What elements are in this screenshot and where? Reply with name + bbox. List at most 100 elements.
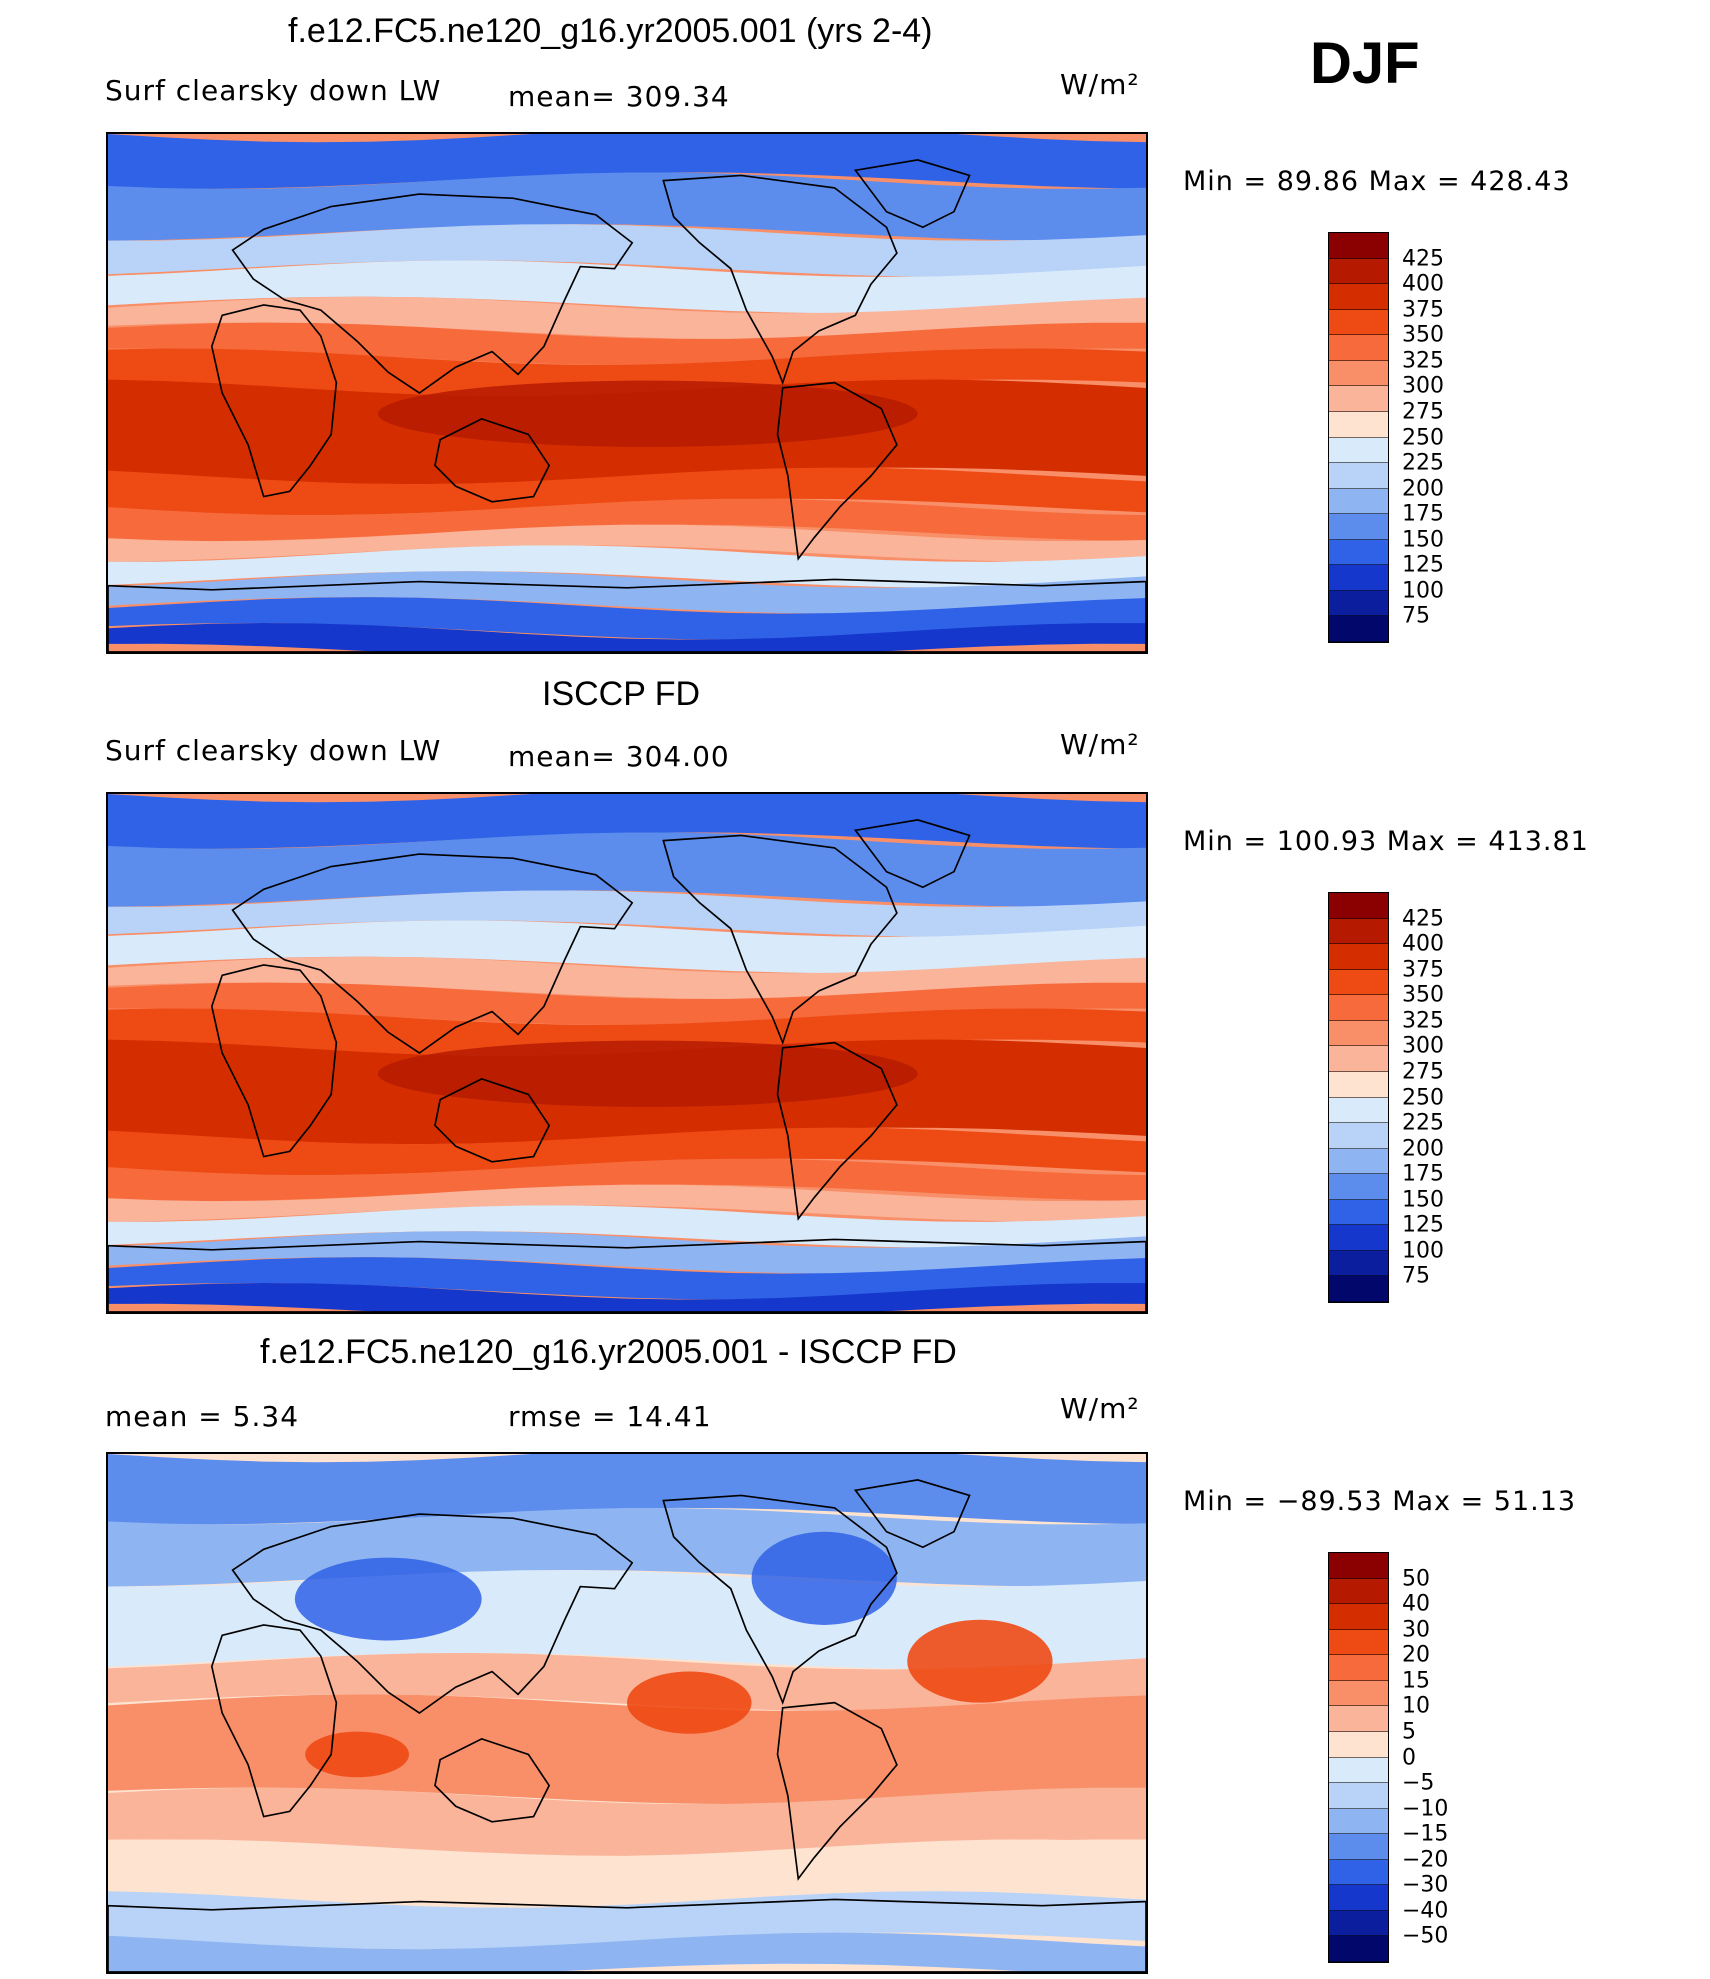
panel-2-colorbar <box>1328 892 1389 1303</box>
colorbar-box <box>1329 1680 1388 1707</box>
map-contour-band <box>108 1257 1146 1300</box>
panel-3-map-field <box>108 1454 1146 1972</box>
colorbar-box <box>1329 386 1388 412</box>
colorbar-tick-label: 10 <box>1402 1693 1430 1719</box>
colorbar-tick-label: 400 <box>1402 271 1444 297</box>
colorbar-tick-label: 100 <box>1402 1238 1444 1264</box>
map-contour-band <box>108 545 1146 588</box>
colorbar-box <box>1329 1020 1388 1047</box>
map-contour-band <box>108 524 1146 562</box>
map-contour-band <box>108 1158 1146 1202</box>
map-coastline <box>434 1738 551 1823</box>
colorbar-box <box>1329 233 1388 259</box>
colorbar-tick-label: 350 <box>1402 982 1444 1008</box>
map-coastline <box>434 1078 551 1163</box>
map-contour-blob <box>294 1557 482 1641</box>
map-contour-blob <box>627 1671 752 1734</box>
panel-3-title: f.e12.FC5.ne120_g16.yr2005.001 - ISCCP F… <box>260 1333 957 1371</box>
colorbar-tick-label: 375 <box>1402 297 1444 323</box>
colorbar-tick-label: 175 <box>1402 1161 1444 1187</box>
colorbar-box <box>1329 360 1388 387</box>
panel-2-variable: Surf clearsky down LW <box>105 734 442 767</box>
map-contour-band <box>108 1454 1146 1525</box>
colorbar-box <box>1329 1225 1388 1251</box>
map-contour-blob <box>907 1619 1053 1703</box>
map-coastline <box>231 853 634 1055</box>
colorbar-box <box>1329 1553 1388 1579</box>
colorbar-tick-label: 50 <box>1402 1566 1430 1592</box>
colorbar-box <box>1329 309 1388 336</box>
colorbar-box <box>1329 918 1388 945</box>
map-coastline <box>231 193 634 395</box>
colorbar-box <box>1329 411 1388 438</box>
colorbar-box <box>1329 437 1388 464</box>
map-contour-band <box>108 1891 1146 1950</box>
colorbar-tick-label: 250 <box>1402 425 1444 450</box>
map-coastline <box>108 1238 1146 1312</box>
map-contour-band <box>108 956 1146 1000</box>
colorbar-box <box>1329 1936 1388 1962</box>
map-contour-band <box>108 1184 1146 1222</box>
colorbar-box <box>1329 1174 1388 1200</box>
panel-1-range: Min = 89.86 Max = 428.43 <box>1183 166 1571 197</box>
colorbar-tick-label: 125 <box>1402 1212 1444 1238</box>
map-contour-band <box>108 794 1146 849</box>
map-coastline <box>210 964 338 1158</box>
colorbar-box <box>1329 1046 1388 1072</box>
colorbar-box <box>1329 1808 1388 1835</box>
panel-3-colorbar <box>1328 1552 1389 1963</box>
colorbar-box <box>1329 1655 1388 1681</box>
colorbar-box <box>1329 1276 1388 1302</box>
colorbar-tick-label: 400 <box>1402 931 1444 957</box>
colorbar-box <box>1329 1706 1388 1732</box>
map-coastline <box>662 174 898 386</box>
colorbar-box <box>1329 1604 1388 1630</box>
panel-3-map <box>106 1452 1148 1974</box>
colorbar-tick-label: 150 <box>1402 527 1444 553</box>
panel-3-rmse: rmse = 14.41 <box>508 1400 712 1433</box>
map-contour-core <box>377 380 918 447</box>
map-coastline <box>776 1701 898 1881</box>
map-coastline <box>108 1898 1146 1972</box>
colorbar-box <box>1329 1578 1388 1605</box>
colorbar-tick-label: 250 <box>1402 1085 1444 1110</box>
colorbar-box <box>1329 488 1388 515</box>
colorbar-box <box>1329 1910 1388 1937</box>
colorbar-tick-label: 275 <box>1402 1059 1444 1085</box>
map-coastline <box>662 1494 898 1706</box>
map-contour-band <box>108 1652 1146 1711</box>
panel-1-mean: mean= 309.34 <box>508 80 730 113</box>
map-contour-blob <box>751 1531 897 1625</box>
colorbar-tick-label: 275 <box>1402 399 1444 425</box>
colorbar-box <box>1329 590 1388 617</box>
panel-2-range: Min = 100.93 Max = 413.81 <box>1183 826 1589 857</box>
colorbar-tick-label: 75 <box>1402 1263 1430 1289</box>
map-coastline <box>108 578 1146 652</box>
colorbar-tick-label: 100 <box>1402 578 1444 604</box>
colorbar-box <box>1329 1731 1388 1758</box>
panel-1-variable: Surf clearsky down LW <box>105 74 442 107</box>
map-contour-band <box>108 348 1146 397</box>
panel-1-colorbar <box>1328 232 1389 643</box>
map-contour-band <box>108 1205 1146 1248</box>
map-contour-band <box>108 1932 1146 1972</box>
colorbar-box <box>1329 1757 1388 1784</box>
map-coastline <box>210 1624 338 1818</box>
colorbar-box <box>1329 258 1388 285</box>
map-contour-band <box>108 1787 1146 1856</box>
map-contour-band <box>108 172 1146 241</box>
map-contour-band <box>108 1231 1146 1274</box>
panel-2-mean: mean= 304.00 <box>508 740 730 773</box>
map-contour-band <box>108 467 1146 516</box>
colorbar-box <box>1329 1859 1388 1886</box>
map-coastline <box>434 418 551 503</box>
colorbar-box <box>1329 284 1388 310</box>
map-contour-band <box>108 134 1146 189</box>
panel-3-units: W/m² <box>1060 1392 1140 1425</box>
map-contour-band <box>108 1839 1146 1908</box>
colorbar-box <box>1329 1250 1388 1277</box>
panel-1-units: W/m² <box>1060 68 1140 101</box>
map-coastline <box>231 1513 634 1715</box>
colorbar-tick-label: 300 <box>1402 373 1444 399</box>
map-contour-blob <box>305 1731 410 1778</box>
